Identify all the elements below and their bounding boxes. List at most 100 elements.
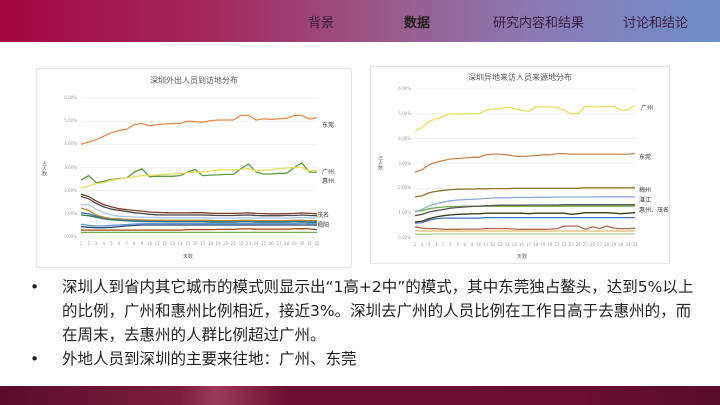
label-jieyang: 揭阳 xyxy=(317,222,330,229)
x-tick-label: 4 xyxy=(435,242,438,247)
x-tick-label: 32 xyxy=(632,242,638,247)
x-tick-label: 25 xyxy=(582,242,588,247)
x-axis-label: 天数 xyxy=(183,254,194,260)
x-tick-label: 6 xyxy=(449,242,452,247)
x-tick-label: 28 xyxy=(604,242,610,247)
x-tick-label: 9 xyxy=(470,242,474,247)
y-tick-label: 5.00% xyxy=(64,118,77,124)
x-tick-label: 30 xyxy=(299,241,305,246)
x-tick-label: 14 xyxy=(504,242,510,247)
plot-area xyxy=(414,88,636,239)
x-tick-label: 23 xyxy=(245,241,252,246)
x-tick-label: 12 xyxy=(162,241,168,246)
nav-discussion-conclusion[interactable]: 讨论和结论 xyxy=(623,16,689,31)
label-meizhou: 梅州 xyxy=(639,187,652,194)
header-bar: 背景 数据 研究内容和结果 讨论和结论 xyxy=(0,0,720,42)
x-tick-label: 11 xyxy=(483,242,489,247)
x-tick-label: 10 xyxy=(476,242,482,247)
series-line xyxy=(80,166,318,189)
outbound-visit-chart: 深圳外出人员到访地分布 占人数 天数 东莞 广州 惠州 茂名 揭阳 0.00% 1… xyxy=(36,68,352,268)
chart-title: 深圳外出人员到访地分布 xyxy=(150,76,238,85)
x-tick-label: 17 xyxy=(200,241,206,246)
x-tick-label: 5 xyxy=(442,242,445,247)
x-tick-label: 4 xyxy=(102,241,106,246)
y-tick-label: 6.00% xyxy=(398,86,411,91)
x-tick-label: 26 xyxy=(268,241,274,246)
x-tick-label: 19 xyxy=(540,242,546,247)
x-tick-label: 29 xyxy=(291,241,297,246)
x-tick-label: 8 xyxy=(463,242,466,247)
y-tick-label: 0.00% xyxy=(64,234,77,239)
x-tick-label: 26 xyxy=(589,242,595,247)
nav-data[interactable]: 数据 xyxy=(404,16,431,31)
footer-bar xyxy=(0,386,720,405)
x-tick-label: 6 xyxy=(117,241,121,246)
x-tick-label: 20 xyxy=(547,242,553,247)
x-tick-label: 16 xyxy=(518,242,524,247)
bullet-item: • 外地人员到深圳的主要来往地：广州、东莞 xyxy=(30,347,700,371)
label-guangzhou: 广州 xyxy=(322,169,335,176)
label-maoming: 茂名 xyxy=(317,212,330,219)
y-tick-label: 4.00% xyxy=(64,141,77,147)
x-tick-label: 3 xyxy=(427,242,431,247)
label-dongguan: 东莞 xyxy=(322,122,335,129)
x-tick-label: 21 xyxy=(230,241,236,246)
x-axis-label: 天数 xyxy=(517,254,528,260)
y-tick-label: 2.00% xyxy=(64,187,77,193)
x-tick-label: 25 xyxy=(261,241,267,246)
x-tick-label: 18 xyxy=(207,241,213,246)
series-line xyxy=(414,205,635,212)
x-tick-label: 8 xyxy=(133,241,136,246)
nav-research-results[interactable]: 研究内容和结果 xyxy=(493,16,585,31)
x-tick-label: 22 xyxy=(561,242,567,247)
series-line xyxy=(414,196,635,213)
x-tick-label: 13 xyxy=(169,241,175,246)
bullet-text: 深圳人到省内其它城市的模式则显示出“1高+2中”的模式，其中东莞独占鳌头，达到5… xyxy=(62,278,694,344)
series-line xyxy=(80,193,318,215)
series-line xyxy=(414,204,635,217)
series-line xyxy=(80,212,318,223)
bullet-item: • 深圳人到省内其它城市的模式则显示出“1高+2中”的模式，其中东莞独占鳌头，达… xyxy=(30,275,700,347)
series-line xyxy=(80,222,317,227)
x-tick-label: 28 xyxy=(284,241,290,246)
chart-title: 深圳异地来访人员来源地分布 xyxy=(468,73,572,82)
x-tick-label: 1 xyxy=(79,241,83,246)
series-line xyxy=(81,228,318,231)
x-tick-label: 24 xyxy=(575,242,581,247)
x-tick-label: 15 xyxy=(511,242,517,247)
bullet-dot: • xyxy=(30,278,40,296)
x-tick-label: 23 xyxy=(568,242,574,247)
nav-background[interactable]: 背景 xyxy=(308,16,335,31)
findings-list: • 深圳人到省内其它城市的模式则显示出“1高+2中”的模式，其中东莞独占鳌头，达… xyxy=(30,275,700,371)
label-dongguan: 东莞 xyxy=(639,154,652,161)
series-line xyxy=(80,114,318,145)
y-tick-label: 1.00% xyxy=(64,210,77,216)
y-tick-label: 5.00% xyxy=(398,110,411,116)
series-line xyxy=(80,195,318,217)
x-tick-label: 3 xyxy=(94,241,98,246)
x-tick-label: 18 xyxy=(533,242,539,247)
x-tick-label: 2 xyxy=(420,242,424,247)
label-guangzhou: 广州 xyxy=(641,105,654,112)
y-tick-label: 0.00% xyxy=(398,235,411,240)
x-tick-label: 27 xyxy=(596,242,603,247)
x-tick-label: 24 xyxy=(253,241,259,246)
x-tick-label: 27 xyxy=(276,241,282,246)
bullet-dot: • xyxy=(30,350,40,368)
y-axis-label: 占人数 xyxy=(41,161,47,176)
x-tick-label: 31 xyxy=(306,241,312,246)
inbound-visitor-chart: 深圳异地来访人员来源地分布 占人数 天数 广州 东莞 梅州 湛江 惠州、茂名 0… xyxy=(370,66,670,264)
y-tick-label: 4.00% xyxy=(398,135,411,141)
y-tick-label: 6.00% xyxy=(64,95,77,100)
x-tick-label: 14 xyxy=(177,241,183,246)
x-tick-label: 30 xyxy=(618,242,624,247)
x-tick-label: 15 xyxy=(185,241,191,246)
y-tick-label: 2.00% xyxy=(398,185,411,191)
x-tick-label: 13 xyxy=(497,242,503,247)
x-tick-label: 7 xyxy=(456,242,459,247)
series-line xyxy=(414,104,636,132)
x-tick-label: 1 xyxy=(413,242,417,247)
y-tick-label: 3.00% xyxy=(398,160,411,166)
x-tick-label: 11 xyxy=(154,241,160,246)
series-line xyxy=(414,216,635,224)
